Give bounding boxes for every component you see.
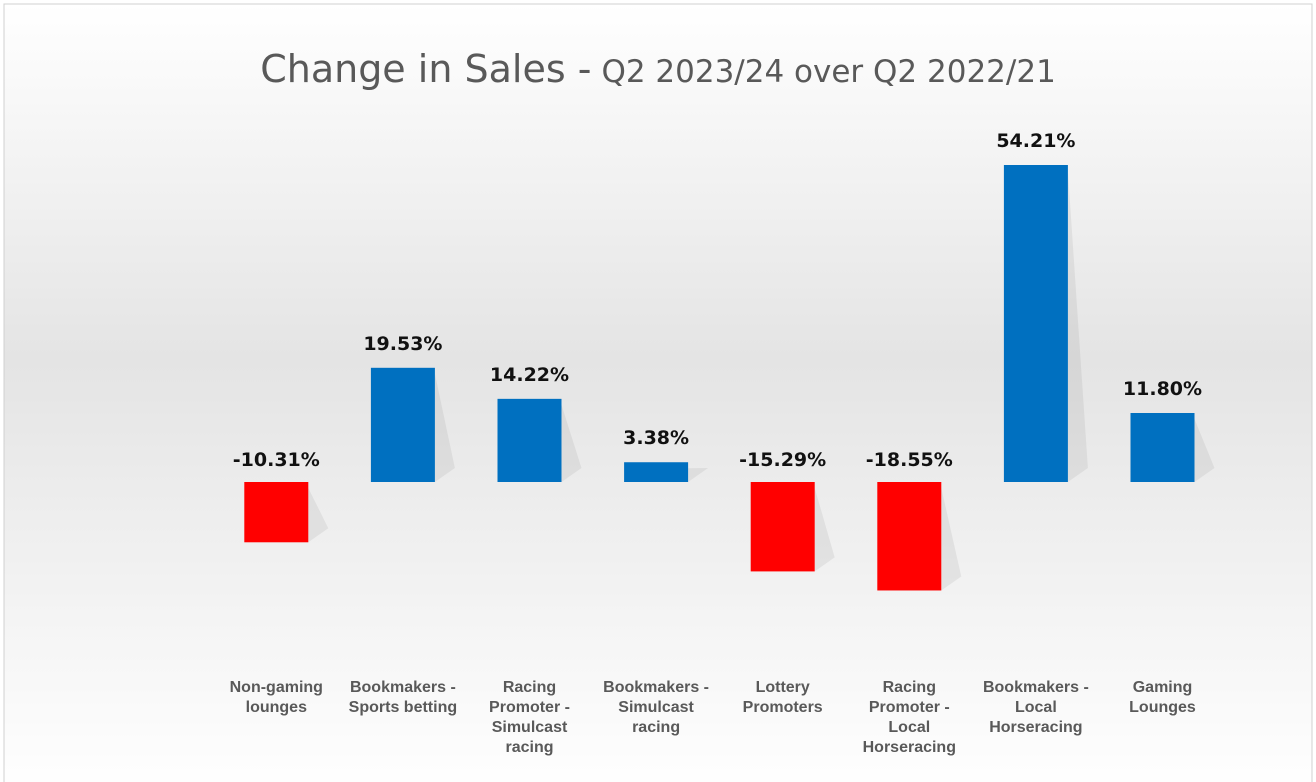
- bar: [877, 482, 942, 591]
- bar: [370, 367, 435, 482]
- x-tick-label: Bookmakers - Local Horseracing: [982, 679, 1089, 736]
- chart-background: [3, 3, 1313, 782]
- data-label: -10.31%: [233, 449, 320, 471]
- bar: [497, 398, 562, 482]
- bar: [750, 482, 815, 572]
- data-label: -18.55%: [866, 449, 953, 471]
- chart-title-line: Change in Sales - Q2 2023/24 over Q2 2022…: [260, 47, 1056, 91]
- x-tick-label: Non-gaming lounges: [229, 679, 323, 716]
- x-tick-label: Bookmakers - Sports betting: [348, 679, 458, 716]
- bar-shadow: [1067, 171, 1088, 482]
- data-label: 54.21%: [996, 130, 1075, 152]
- x-tick-label: Gaming Lounges: [1129, 679, 1196, 716]
- bar-shadow: [308, 488, 329, 543]
- chart-title: Change in Sales -: [260, 47, 591, 91]
- x-tick-label: Bookmakers - Simulcast racing: [603, 679, 709, 736]
- bar-shadow: [688, 468, 709, 482]
- chart-subtitle: Q2 2023/24 over Q2 2022/21: [601, 54, 1055, 90]
- data-label: -15.29%: [739, 449, 826, 471]
- bar-shadow: [814, 488, 835, 572]
- bar-shadow: [434, 373, 455, 482]
- bar: [624, 462, 689, 482]
- data-label: 14.22%: [490, 364, 569, 386]
- data-label: 3.38%: [623, 427, 689, 449]
- bar-shadow: [1194, 418, 1215, 482]
- bar-shadow: [561, 404, 582, 482]
- bar: [244, 482, 309, 543]
- x-tick-label: Lottery Promoters: [742, 679, 823, 716]
- data-label: 11.80%: [1123, 378, 1202, 400]
- bar: [1003, 165, 1068, 482]
- x-tick-label: Racing Promoter - Local Horseracing: [862, 679, 956, 756]
- bar-shadow: [941, 488, 962, 591]
- bar: [1130, 412, 1195, 482]
- data-label: 19.53%: [363, 333, 442, 355]
- x-tick-label: Racing Promoter - Simulcast racing: [489, 679, 570, 756]
